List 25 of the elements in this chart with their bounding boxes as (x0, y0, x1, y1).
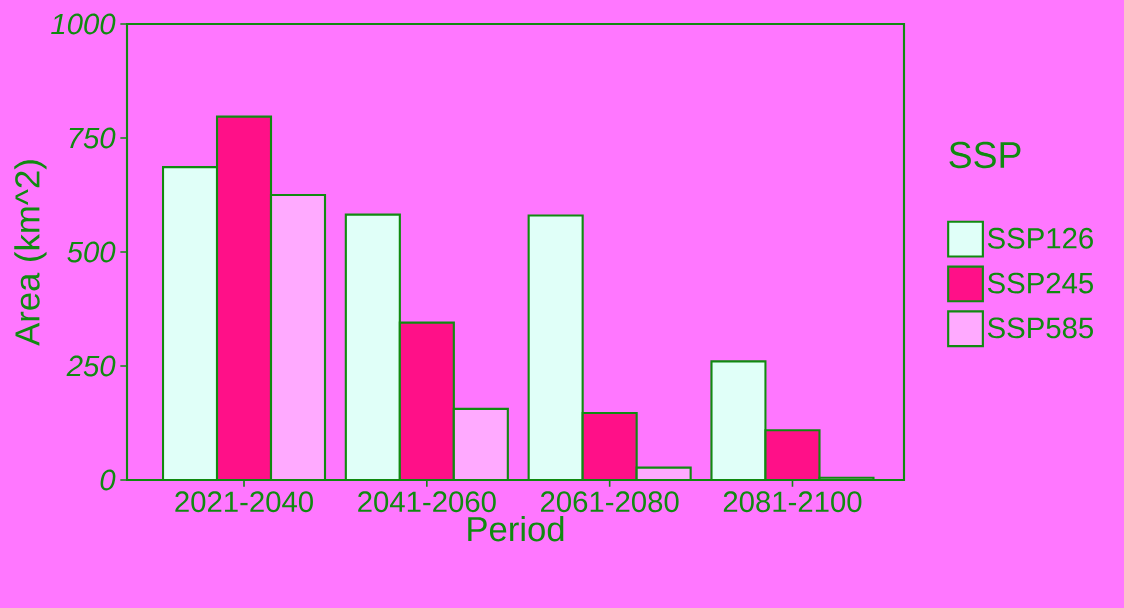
y-axis-title: Area (km^2) (14, 160, 47, 346)
bar (271, 195, 326, 480)
legend-label: SSP126 (987, 227, 1093, 249)
y-tick-label: 1000 (51, 13, 116, 35)
bar (163, 167, 218, 480)
x-axis-title: Period (468, 515, 564, 542)
y-tick-label: 500 (67, 241, 116, 263)
y-tick-label: 750 (69, 127, 116, 149)
bar (528, 215, 583, 480)
legend-label: SSP245 (987, 272, 1093, 294)
bar (764, 429, 821, 480)
bar (399, 322, 454, 480)
legend-label: SSP585 (987, 317, 1093, 339)
x-tick-label: 2041-2060 (358, 491, 496, 513)
bar (710, 360, 767, 480)
y-tick-label: 0 (100, 469, 116, 491)
bar (582, 412, 637, 480)
x-tick-label: 2021-2040 (175, 491, 313, 513)
bar (345, 214, 400, 480)
x-tick-label: 2081-2100 (723, 491, 862, 513)
bar (217, 116, 272, 480)
x-tick-label: 2061-2080 (541, 491, 679, 513)
y-tick-label: 250 (66, 355, 116, 377)
legend-title: SSP (949, 141, 1021, 169)
bar (453, 408, 508, 480)
